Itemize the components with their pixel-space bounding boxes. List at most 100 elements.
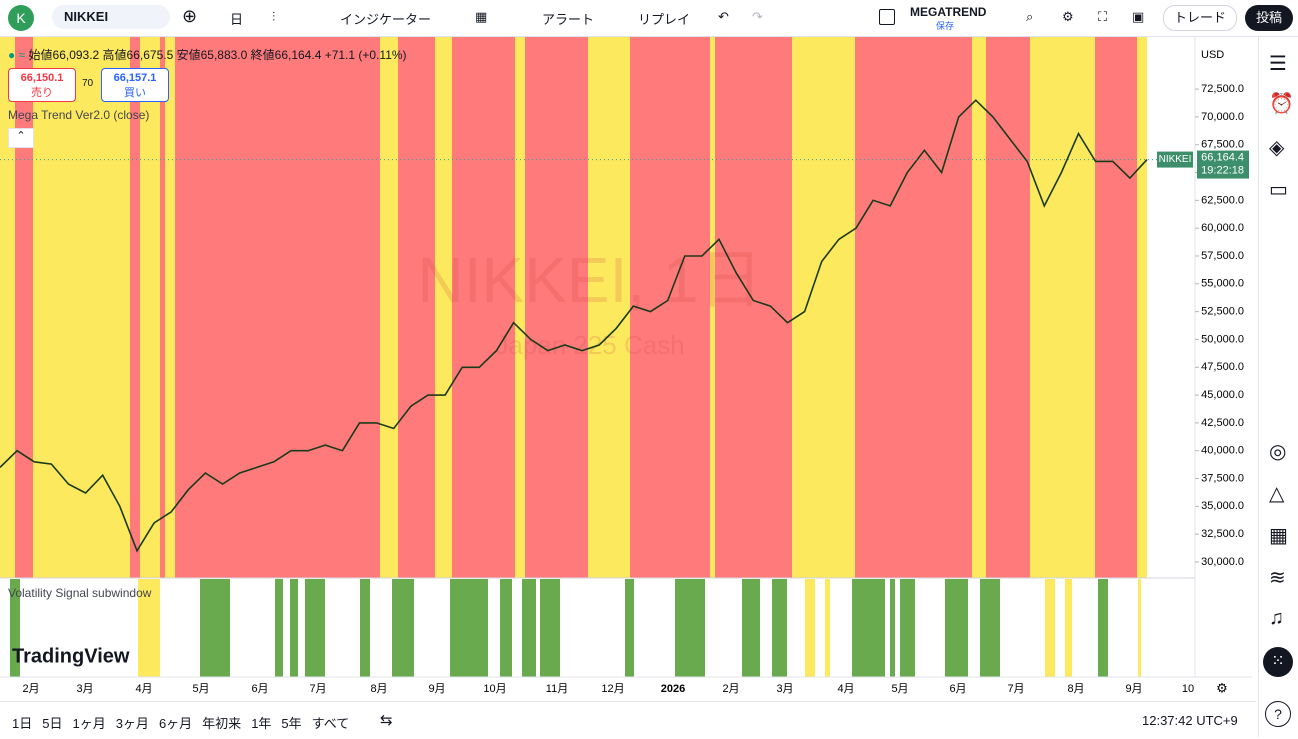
- trend-band: [1095, 37, 1137, 578]
- signal-bar: [772, 579, 787, 677]
- layout-icon: [879, 9, 895, 25]
- y-tick-label: 45,000.0: [1201, 389, 1244, 401]
- bottom-bar: 1日 5日 1ヶ月 3ヶ月 6ヶ月 年初来 1年 5年 すべて ⇆ 12:37:42 UTC+9: [0, 701, 1256, 739]
- y-tick-label: 52,500.0: [1201, 306, 1244, 318]
- x-tick-label: 9月: [428, 683, 445, 695]
- range-button[interactable]: 6ヶ月: [158, 716, 193, 731]
- sell-button[interactable]: 66,150.1 売り: [8, 68, 76, 102]
- countdown: 19:22:18: [1201, 164, 1244, 176]
- buy-button[interactable]: 66,157.1 買い: [101, 68, 169, 102]
- collapse-legend[interactable]: ⌃: [8, 128, 34, 148]
- signal-bar: [360, 579, 370, 677]
- settings-icon[interactable]: ⚙: [1062, 9, 1074, 24]
- ohlc: 始値66,093.2 高値66,675.5 安値65,883.0 終値66,16…: [28, 48, 407, 62]
- alerts-icon[interactable]: ⏰: [1269, 93, 1294, 115]
- y-tick-label: 67,500.0: [1201, 139, 1244, 151]
- signal-bar: [290, 579, 298, 677]
- signal-bar: [852, 579, 885, 677]
- range-button[interactable]: 1年: [251, 716, 272, 731]
- x-tick-label: 2026: [661, 683, 685, 695]
- x-tick-label: 8月: [370, 683, 387, 695]
- signal-bar: [540, 579, 560, 677]
- x-tick-label: 6月: [251, 683, 268, 695]
- feed-icon[interactable]: ≋: [1269, 567, 1286, 589]
- y-tick-label: 62,500.0: [1201, 194, 1244, 206]
- y-tick-label: 35,000.0: [1201, 500, 1244, 512]
- last-symbol: NIKKEI: [1159, 154, 1192, 165]
- signal-band: [1138, 579, 1141, 677]
- currency: USD: [1201, 49, 1224, 61]
- calendar-icon[interactable]: ▦: [1269, 525, 1288, 547]
- layout-name[interactable]: MEGATREND: [910, 5, 987, 19]
- y-tick-label: 72,500.0: [1201, 83, 1244, 95]
- snapshot-icon[interactable]: ▣: [1132, 9, 1145, 24]
- trend-band: [715, 37, 792, 578]
- undo[interactable]: ↶: [718, 9, 729, 24]
- y-tick-label: 30,000.0: [1201, 556, 1244, 568]
- x-tick-label: 4月: [837, 683, 854, 695]
- last-price-tag: [1197, 150, 1249, 179]
- range-button[interactable]: すべて: [311, 716, 350, 731]
- signal-bar: [625, 579, 634, 677]
- range-button[interactable]: 5日: [42, 716, 63, 731]
- avatar[interactable]: K: [8, 5, 34, 31]
- axis-settings[interactable]: ⚙: [1216, 680, 1228, 695]
- redo: ↷: [752, 9, 763, 24]
- ideas-icon[interactable]: △: [1269, 483, 1285, 505]
- indicator-name: Mega Trend Ver2.0 (close): [8, 108, 150, 122]
- x-tick-label: 9月: [1125, 683, 1142, 695]
- signal-bar: [980, 579, 1000, 677]
- range-button[interactable]: 1ヶ月: [72, 716, 106, 731]
- layouts[interactable]: ▦: [475, 9, 488, 24]
- fullscreen-icon[interactable]: ⛶: [1098, 9, 1108, 24]
- x-tick-label: 12月: [601, 683, 624, 695]
- trend-band: [855, 37, 972, 578]
- range-button[interactable]: 1日: [12, 716, 33, 731]
- chat-icon[interactable]: ▭: [1269, 179, 1288, 201]
- y-tick-label: 40,000.0: [1201, 445, 1244, 457]
- signal-bar: [200, 579, 230, 677]
- trend-band: [160, 37, 165, 578]
- indicators[interactable]: インジケーター: [340, 12, 432, 27]
- layout-status: 保存: [936, 21, 955, 31]
- search-icon[interactable]: ⌕: [1026, 9, 1034, 24]
- y-tick-label: 47,500.0: [1201, 361, 1244, 373]
- brand-logo: TradingView: [12, 645, 130, 667]
- last-price: 66,164.4: [1201, 151, 1244, 163]
- x-tick-label: 8月: [1067, 683, 1084, 695]
- signal-bar: [500, 579, 512, 677]
- subwindow-title: Volatility Signal subwindow: [8, 586, 152, 600]
- y-tick-label: 55,000.0: [1201, 278, 1244, 290]
- spread: 70: [82, 78, 94, 89]
- signal-bar: [305, 579, 325, 677]
- buy-label: 買い: [124, 87, 146, 99]
- sell-price: 66,150.1: [20, 72, 64, 84]
- watchlist-icon[interactable]: ☰: [1269, 53, 1287, 75]
- watermark-title: NIKKEI, 1日: [418, 244, 763, 316]
- trend-band: [175, 37, 380, 578]
- replay[interactable]: リプレイ: [638, 12, 691, 27]
- target-icon[interactable]: ◎: [1269, 441, 1287, 463]
- trend-band: [452, 37, 515, 578]
- add-symbol[interactable]: ⊕: [182, 6, 198, 26]
- alert[interactable]: アラート: [542, 12, 595, 27]
- chart-type[interactable]: ⫶: [272, 9, 276, 24]
- layers-icon[interactable]: ◈: [1269, 137, 1285, 159]
- trade-button[interactable]: トレード: [1163, 5, 1237, 31]
- range-button[interactable]: 年初来: [202, 716, 242, 731]
- trend-band: [986, 37, 1030, 578]
- y-tick-label: 42,500.0: [1201, 417, 1244, 429]
- sell-label: 売り: [31, 87, 53, 99]
- notification-icon[interactable]: ♫: [1269, 607, 1284, 629]
- publish-button[interactable]: 投稿: [1245, 5, 1293, 31]
- symbol-search[interactable]: NIKKEI: [52, 5, 170, 29]
- help-icon[interactable]: ?: [1265, 701, 1291, 727]
- date-range-icon[interactable]: ⇆: [380, 712, 393, 729]
- range-button[interactable]: 3ヶ月: [115, 716, 149, 731]
- interval[interactable]: 日: [230, 12, 244, 27]
- apps-icon[interactable]: ⁙: [1263, 647, 1293, 677]
- signal-bar: [275, 579, 283, 677]
- range-button[interactable]: 5年: [281, 716, 302, 731]
